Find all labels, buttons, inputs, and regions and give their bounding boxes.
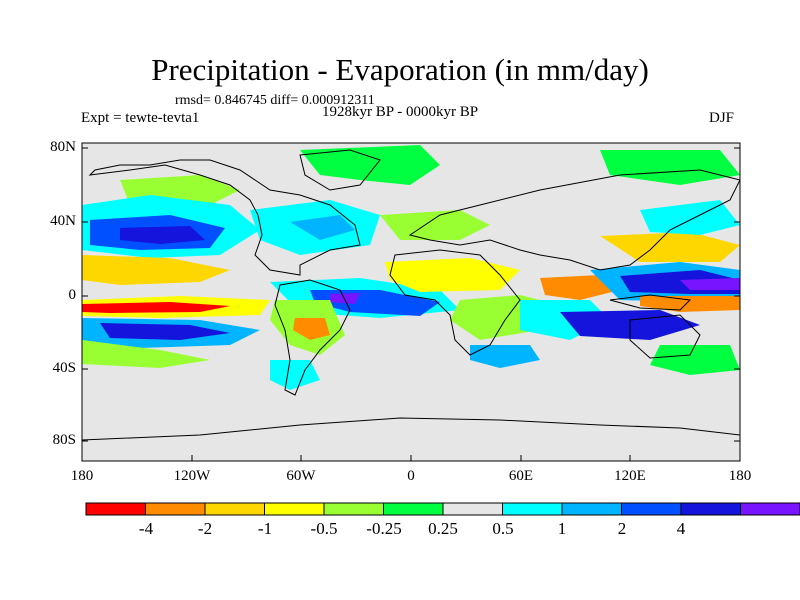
north-atlantic-wet-core: [290, 215, 355, 240]
colorbar-swatch: [264, 502, 325, 516]
east-asia-dry-band: [600, 232, 740, 262]
colorbar-swatch: [145, 502, 206, 516]
antarctica-coastline: [82, 417, 740, 441]
north-america-coastline: [88, 159, 361, 276]
coastlines: [82, 149, 740, 441]
north-pacific-wet-peak: [120, 226, 205, 244]
australia-coastline: [629, 314, 701, 359]
arabian-sea-dry-region: [540, 275, 620, 300]
europe-dry-band: [380, 210, 490, 240]
lon-label-120e: 120E: [614, 468, 646, 484]
field-layer: [82, 143, 740, 461]
south-america-coastline: [274, 279, 351, 396]
colorbar-label: -0.25: [366, 519, 402, 538]
southern-indian-wet-patch: [470, 345, 540, 368]
west-pacific-wet-peak: [680, 278, 740, 290]
northwest-pacific-wet-band: [640, 200, 740, 235]
lon-label-180e: 180: [728, 468, 752, 484]
lat-label-80n: 80N: [50, 139, 76, 155]
tropical-pacific-dry-core: [82, 302, 230, 313]
lon-label-60e: 60E: [508, 468, 534, 484]
lat-label-40n: 40N: [50, 213, 76, 229]
colorbar-label: 0.5: [492, 519, 514, 538]
south-pacific-wet-core: [100, 323, 230, 340]
stats-text: rmsd= 0.846745 diff= 0.000912311: [175, 93, 375, 108]
colorbar-swatch: [85, 502, 146, 516]
colorbar: [85, 502, 800, 516]
lon-label-0: 0: [407, 468, 415, 484]
southwest-pacific-dry-band: [640, 296, 740, 312]
arctic-wet-region: [300, 145, 440, 185]
eurasia-coastline: [408, 169, 740, 271]
sahel-dry-band: [385, 258, 520, 292]
south-atlantic-wet-patch: [270, 360, 320, 390]
season-label: DJF: [709, 110, 735, 126]
colorbar-label: -0.5: [310, 519, 338, 538]
colorbar-label: 4: [676, 519, 686, 538]
subtropical-pacific-dry-band: [82, 255, 230, 285]
lat-ticks: [82, 147, 740, 442]
colorbar-swatch: [204, 502, 265, 516]
colorbar-swatch: [680, 502, 741, 516]
africa-coastline: [389, 249, 521, 356]
experiment-label: Expt = tewte-tevta1: [81, 110, 200, 126]
colorbar-swatch: [621, 502, 682, 516]
south-america-dry-core: [293, 318, 330, 340]
colorbar-swatch: [502, 502, 563, 516]
colorbar-label: -4: [138, 519, 154, 538]
siberia-wet-region: [600, 150, 740, 185]
map-title: Precipitation - Evaporation (in mm/day): [151, 52, 649, 87]
colorbar-label: 1: [557, 519, 567, 538]
map-subtitle: 1928kyr BP - 0000kyr BP: [322, 104, 479, 120]
colorbar-swatch: [561, 502, 622, 516]
tasman-sea-wet-band: [650, 345, 740, 375]
colorbar-label: 2: [617, 519, 627, 538]
atlantic-itcz-peak: [330, 293, 360, 304]
lon-label-180w: 180: [70, 468, 94, 484]
lat-label-0: 0: [68, 287, 77, 303]
lon-ticks: [81, 455, 741, 461]
lon-label-120w: 120W: [173, 468, 211, 484]
lat-label-80s: 80S: [52, 432, 76, 448]
colorbar-swatch: [383, 502, 444, 516]
lon-label-60w: 60W: [286, 468, 316, 484]
colorbar-swatch: [740, 502, 800, 516]
colorbar-swatch: [323, 502, 384, 516]
colorbar-label: 0.25: [428, 519, 458, 538]
colorbar-label: -2: [197, 519, 213, 538]
colorbar-label: -1: [257, 519, 273, 538]
greenland-coastline: [299, 149, 381, 191]
colorbar-swatch: [442, 502, 503, 516]
lat-label-40s: 40S: [52, 360, 76, 376]
south-pacific-dry-band: [82, 340, 210, 368]
maritime-continent-coastline: [609, 294, 692, 311]
